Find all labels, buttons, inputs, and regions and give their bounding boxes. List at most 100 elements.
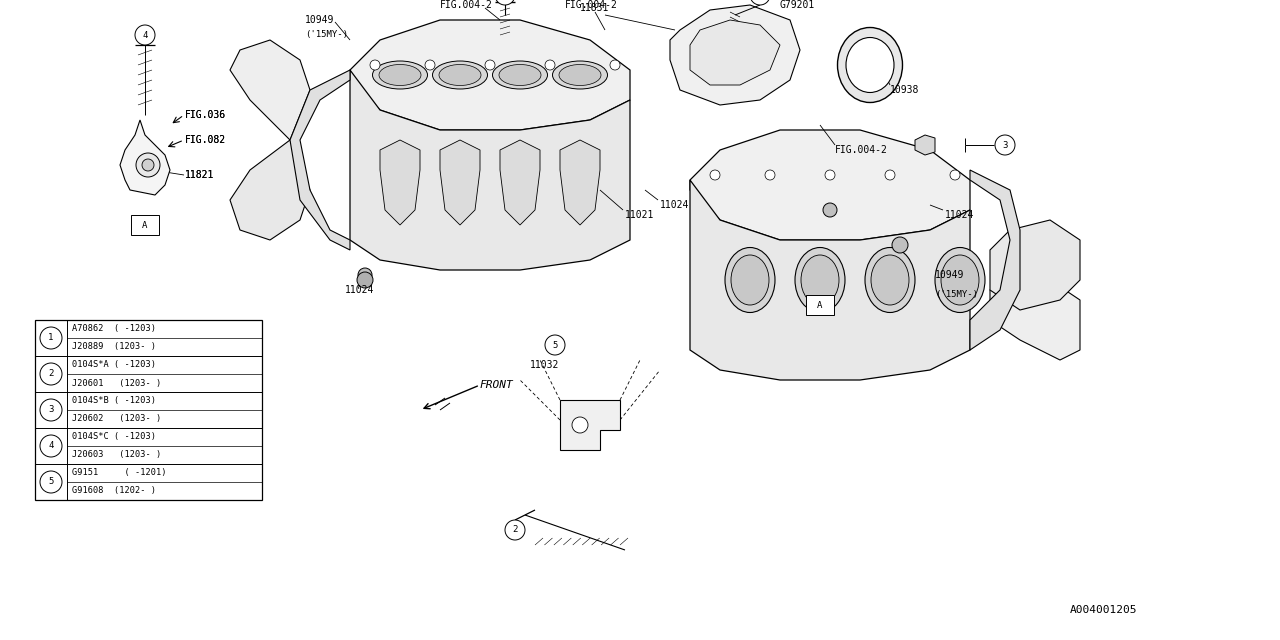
Text: 5: 5 xyxy=(49,477,54,486)
Text: 11024: 11024 xyxy=(945,210,974,220)
Circle shape xyxy=(40,363,61,385)
Polygon shape xyxy=(989,270,1080,360)
Text: 11821: 11821 xyxy=(186,170,214,180)
Circle shape xyxy=(358,268,372,282)
Text: 11021: 11021 xyxy=(625,210,654,220)
Circle shape xyxy=(545,60,556,70)
Text: FIG.036: FIG.036 xyxy=(186,110,227,120)
Text: J20603   (1203- ): J20603 (1203- ) xyxy=(72,451,161,460)
Circle shape xyxy=(136,153,160,177)
Circle shape xyxy=(826,170,835,180)
Text: J20602   (1203- ): J20602 (1203- ) xyxy=(72,415,161,424)
Ellipse shape xyxy=(865,248,915,312)
Circle shape xyxy=(545,335,564,355)
Circle shape xyxy=(142,159,154,171)
Text: 5: 5 xyxy=(552,340,558,349)
Circle shape xyxy=(892,237,908,253)
Ellipse shape xyxy=(837,28,902,102)
Circle shape xyxy=(357,272,372,288)
Circle shape xyxy=(823,203,837,217)
Polygon shape xyxy=(989,220,1080,310)
Polygon shape xyxy=(915,135,934,155)
Ellipse shape xyxy=(559,65,602,86)
Text: ('15MY-): ('15MY-) xyxy=(305,31,348,40)
Polygon shape xyxy=(690,20,780,85)
FancyBboxPatch shape xyxy=(806,295,835,315)
Text: 3: 3 xyxy=(1002,141,1007,150)
Text: 1: 1 xyxy=(49,333,54,342)
Circle shape xyxy=(950,170,960,180)
Text: FIG.036: FIG.036 xyxy=(186,110,227,120)
Text: 11831: 11831 xyxy=(580,3,609,13)
Text: A004001205: A004001205 xyxy=(1070,605,1138,615)
Ellipse shape xyxy=(724,248,774,312)
Ellipse shape xyxy=(493,61,548,89)
Polygon shape xyxy=(349,70,630,270)
Ellipse shape xyxy=(553,61,608,89)
Ellipse shape xyxy=(433,61,488,89)
Text: G79201: G79201 xyxy=(780,0,815,10)
Text: FIG.082: FIG.082 xyxy=(186,135,227,145)
Circle shape xyxy=(710,170,719,180)
Ellipse shape xyxy=(795,248,845,312)
Polygon shape xyxy=(690,130,970,240)
Text: A: A xyxy=(818,301,823,310)
Circle shape xyxy=(134,25,155,45)
Polygon shape xyxy=(970,170,1020,350)
Text: A70862  ( -1203): A70862 ( -1203) xyxy=(72,324,156,333)
Polygon shape xyxy=(230,140,310,240)
Text: 10949: 10949 xyxy=(934,270,964,280)
Polygon shape xyxy=(291,70,349,250)
Circle shape xyxy=(40,327,61,349)
Text: 2: 2 xyxy=(49,369,54,378)
Text: 4: 4 xyxy=(49,442,54,451)
Text: FIG.004-2: FIG.004-2 xyxy=(564,0,618,10)
Circle shape xyxy=(995,135,1015,155)
Text: J20601   (1203- ): J20601 (1203- ) xyxy=(72,378,161,387)
Circle shape xyxy=(765,170,774,180)
Ellipse shape xyxy=(846,38,893,93)
Circle shape xyxy=(495,0,515,5)
Text: 0104S*C ( -1203): 0104S*C ( -1203) xyxy=(72,433,156,442)
Text: 10949: 10949 xyxy=(305,15,334,25)
Circle shape xyxy=(370,60,380,70)
Text: 11024: 11024 xyxy=(660,200,690,210)
Polygon shape xyxy=(690,180,970,380)
Circle shape xyxy=(40,435,61,457)
Circle shape xyxy=(750,0,771,5)
Text: 0104S*B ( -1203): 0104S*B ( -1203) xyxy=(72,397,156,406)
Text: 11032: 11032 xyxy=(530,360,559,370)
Polygon shape xyxy=(349,20,630,130)
Circle shape xyxy=(425,60,435,70)
Polygon shape xyxy=(669,5,800,105)
Text: A: A xyxy=(142,221,147,230)
Text: 2: 2 xyxy=(512,525,517,534)
Ellipse shape xyxy=(731,255,769,305)
Polygon shape xyxy=(230,40,310,140)
Circle shape xyxy=(884,170,895,180)
Text: FIG.004-2: FIG.004-2 xyxy=(835,145,888,155)
Ellipse shape xyxy=(941,255,979,305)
Text: J20889  (1203- ): J20889 (1203- ) xyxy=(72,342,156,351)
Text: 10938: 10938 xyxy=(890,85,919,95)
Polygon shape xyxy=(440,140,480,225)
Text: ('15MY-): ('15MY-) xyxy=(934,291,978,300)
Ellipse shape xyxy=(439,65,481,86)
Ellipse shape xyxy=(801,255,838,305)
Text: FIG.082: FIG.082 xyxy=(186,135,227,145)
Circle shape xyxy=(572,417,588,433)
Text: 11024: 11024 xyxy=(346,285,374,295)
Text: FRONT: FRONT xyxy=(480,380,513,390)
Circle shape xyxy=(40,399,61,421)
Text: 0104S*A ( -1203): 0104S*A ( -1203) xyxy=(72,360,156,369)
Ellipse shape xyxy=(372,61,428,89)
Ellipse shape xyxy=(934,248,986,312)
Text: 3: 3 xyxy=(49,406,54,415)
Circle shape xyxy=(485,60,495,70)
Ellipse shape xyxy=(379,65,421,86)
Ellipse shape xyxy=(870,255,909,305)
Circle shape xyxy=(611,60,620,70)
Text: 4: 4 xyxy=(142,31,147,40)
Ellipse shape xyxy=(499,65,541,86)
Polygon shape xyxy=(380,140,420,225)
